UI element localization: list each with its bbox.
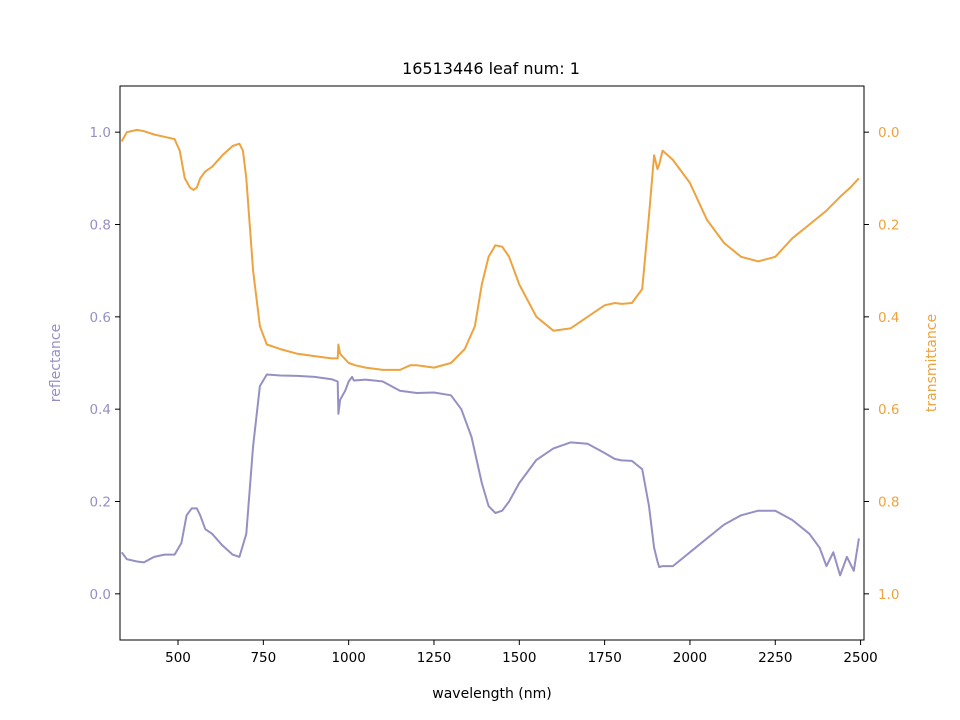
right-tick-label: 0.6 — [878, 402, 899, 418]
x-tick-label: 2250 — [758, 650, 792, 666]
left-tick-label: 0.6 — [90, 310, 111, 326]
left-tick-label: 0.2 — [90, 495, 111, 511]
x-tick-label: 2000 — [673, 650, 707, 666]
chart-title: 16513446 leaf num: 1 — [402, 59, 580, 78]
series-layer — [120, 128, 860, 577]
x-tick-label: 2500 — [843, 650, 877, 666]
transmittance-series-line — [120, 128, 860, 371]
x-axis: 500 750 1000 1250 1500 1750 2000 2250 2500 — [165, 640, 878, 666]
right-tick-label: 0.4 — [878, 310, 899, 326]
right-tick-label: 0.8 — [878, 495, 899, 511]
left-tick-label: 1.0 — [90, 125, 111, 141]
right-tick-label: 0.2 — [878, 218, 899, 234]
plot-frame — [119, 85, 865, 641]
right-tick-label: 1.0 — [878, 587, 899, 603]
left-tick-label: 0.8 — [90, 218, 111, 234]
left-tick-label: 0.0 — [90, 587, 111, 603]
left-axis-label: reflectance — [48, 324, 64, 402]
left-axis: 0.0 0.2 0.4 0.6 0.8 1.0 — [90, 125, 120, 603]
x-tick-label: 750 — [250, 650, 276, 666]
right-axis-label: transmittance — [924, 314, 940, 412]
x-axis-label: wavelength (nm) — [432, 686, 551, 702]
x-tick-label: 500 — [165, 650, 191, 666]
x-tick-label: 1500 — [502, 650, 536, 666]
reflectance-series-line — [120, 373, 860, 577]
x-tick-label: 1250 — [417, 650, 451, 666]
right-axis: 0.0 0.2 0.4 0.6 0.8 1.0 — [864, 125, 899, 603]
left-tick-label: 0.4 — [90, 402, 111, 418]
right-tick-label: 0.0 — [878, 125, 899, 141]
x-tick-label: 1000 — [331, 650, 365, 666]
x-tick-label: 1750 — [587, 650, 621, 666]
